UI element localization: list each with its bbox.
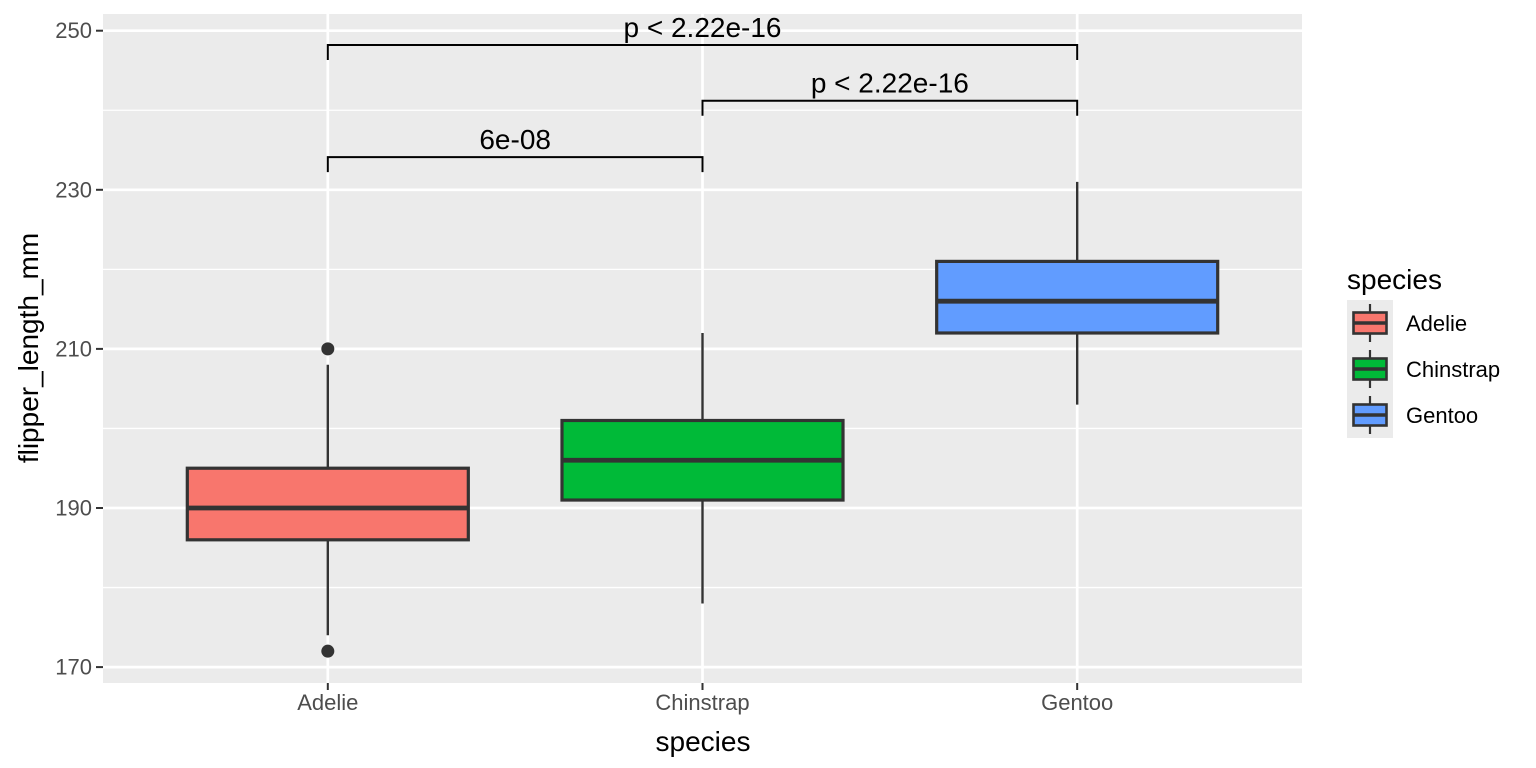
significance-label: p < 2.22e-16 <box>623 12 781 43</box>
x-axis-title: species <box>656 726 751 757</box>
y-tick-label: 210 <box>55 336 92 361</box>
x-tick-label: Gentoo <box>1041 690 1113 715</box>
significance-comparison: 6e-08 <box>326 124 704 173</box>
significance-label: 6e-08 <box>479 124 551 155</box>
outlier-point <box>321 342 335 356</box>
significance-label: p < 2.22e-16 <box>811 68 969 99</box>
y-tick-label: 190 <box>55 495 92 520</box>
legend-item-adelie: Adelie <box>1347 300 1467 346</box>
boxplots <box>185 181 1220 658</box>
significance-bracket <box>701 99 1079 116</box>
boxplot-adelie <box>185 342 470 658</box>
y-tick-label: 230 <box>55 177 92 202</box>
legend-item-label: Adelie <box>1406 311 1467 336</box>
significance-bracket <box>326 156 704 173</box>
legend: Adelie Chinstrap Gentoo <box>1347 300 1500 438</box>
axes: 170 190 210 230 250 Adelie Chinstrap Gentoo <box>55 18 1113 715</box>
legend-item-gentoo: Gentoo <box>1347 392 1478 438</box>
legend-item-label: Gentoo <box>1406 403 1478 428</box>
legend-title: species <box>1347 264 1442 295</box>
significance-bracket <box>326 44 1079 61</box>
box-rect <box>935 259 1220 335</box>
outlier-point <box>321 644 335 658</box>
boxplot-chinstrap <box>560 332 845 604</box>
significance-comparison: p < 2.22e-16 <box>326 12 1079 61</box>
x-tick-label: Adelie <box>297 690 358 715</box>
x-tick-label: Chinstrap <box>655 690 749 715</box>
significance-annotations: p < 2.22e-16 p < 2.22e-16 6e-08 <box>326 12 1079 173</box>
legend-item-chinstrap: Chinstrap <box>1347 346 1500 392</box>
boxplot-gentoo <box>935 181 1220 405</box>
box-rect <box>185 466 470 542</box>
y-axis-title: flipper_length_mm <box>13 233 44 463</box>
y-tick-label: 170 <box>55 655 92 680</box>
y-tick-label: 250 <box>55 18 92 43</box>
significance-comparison: p < 2.22e-16 <box>701 68 1079 116</box>
legend-item-label: Chinstrap <box>1406 357 1500 382</box>
